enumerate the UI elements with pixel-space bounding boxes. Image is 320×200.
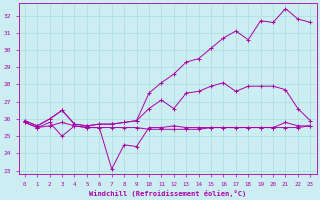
X-axis label: Windchill (Refroidissement éolien,°C): Windchill (Refroidissement éolien,°C) bbox=[89, 190, 246, 197]
